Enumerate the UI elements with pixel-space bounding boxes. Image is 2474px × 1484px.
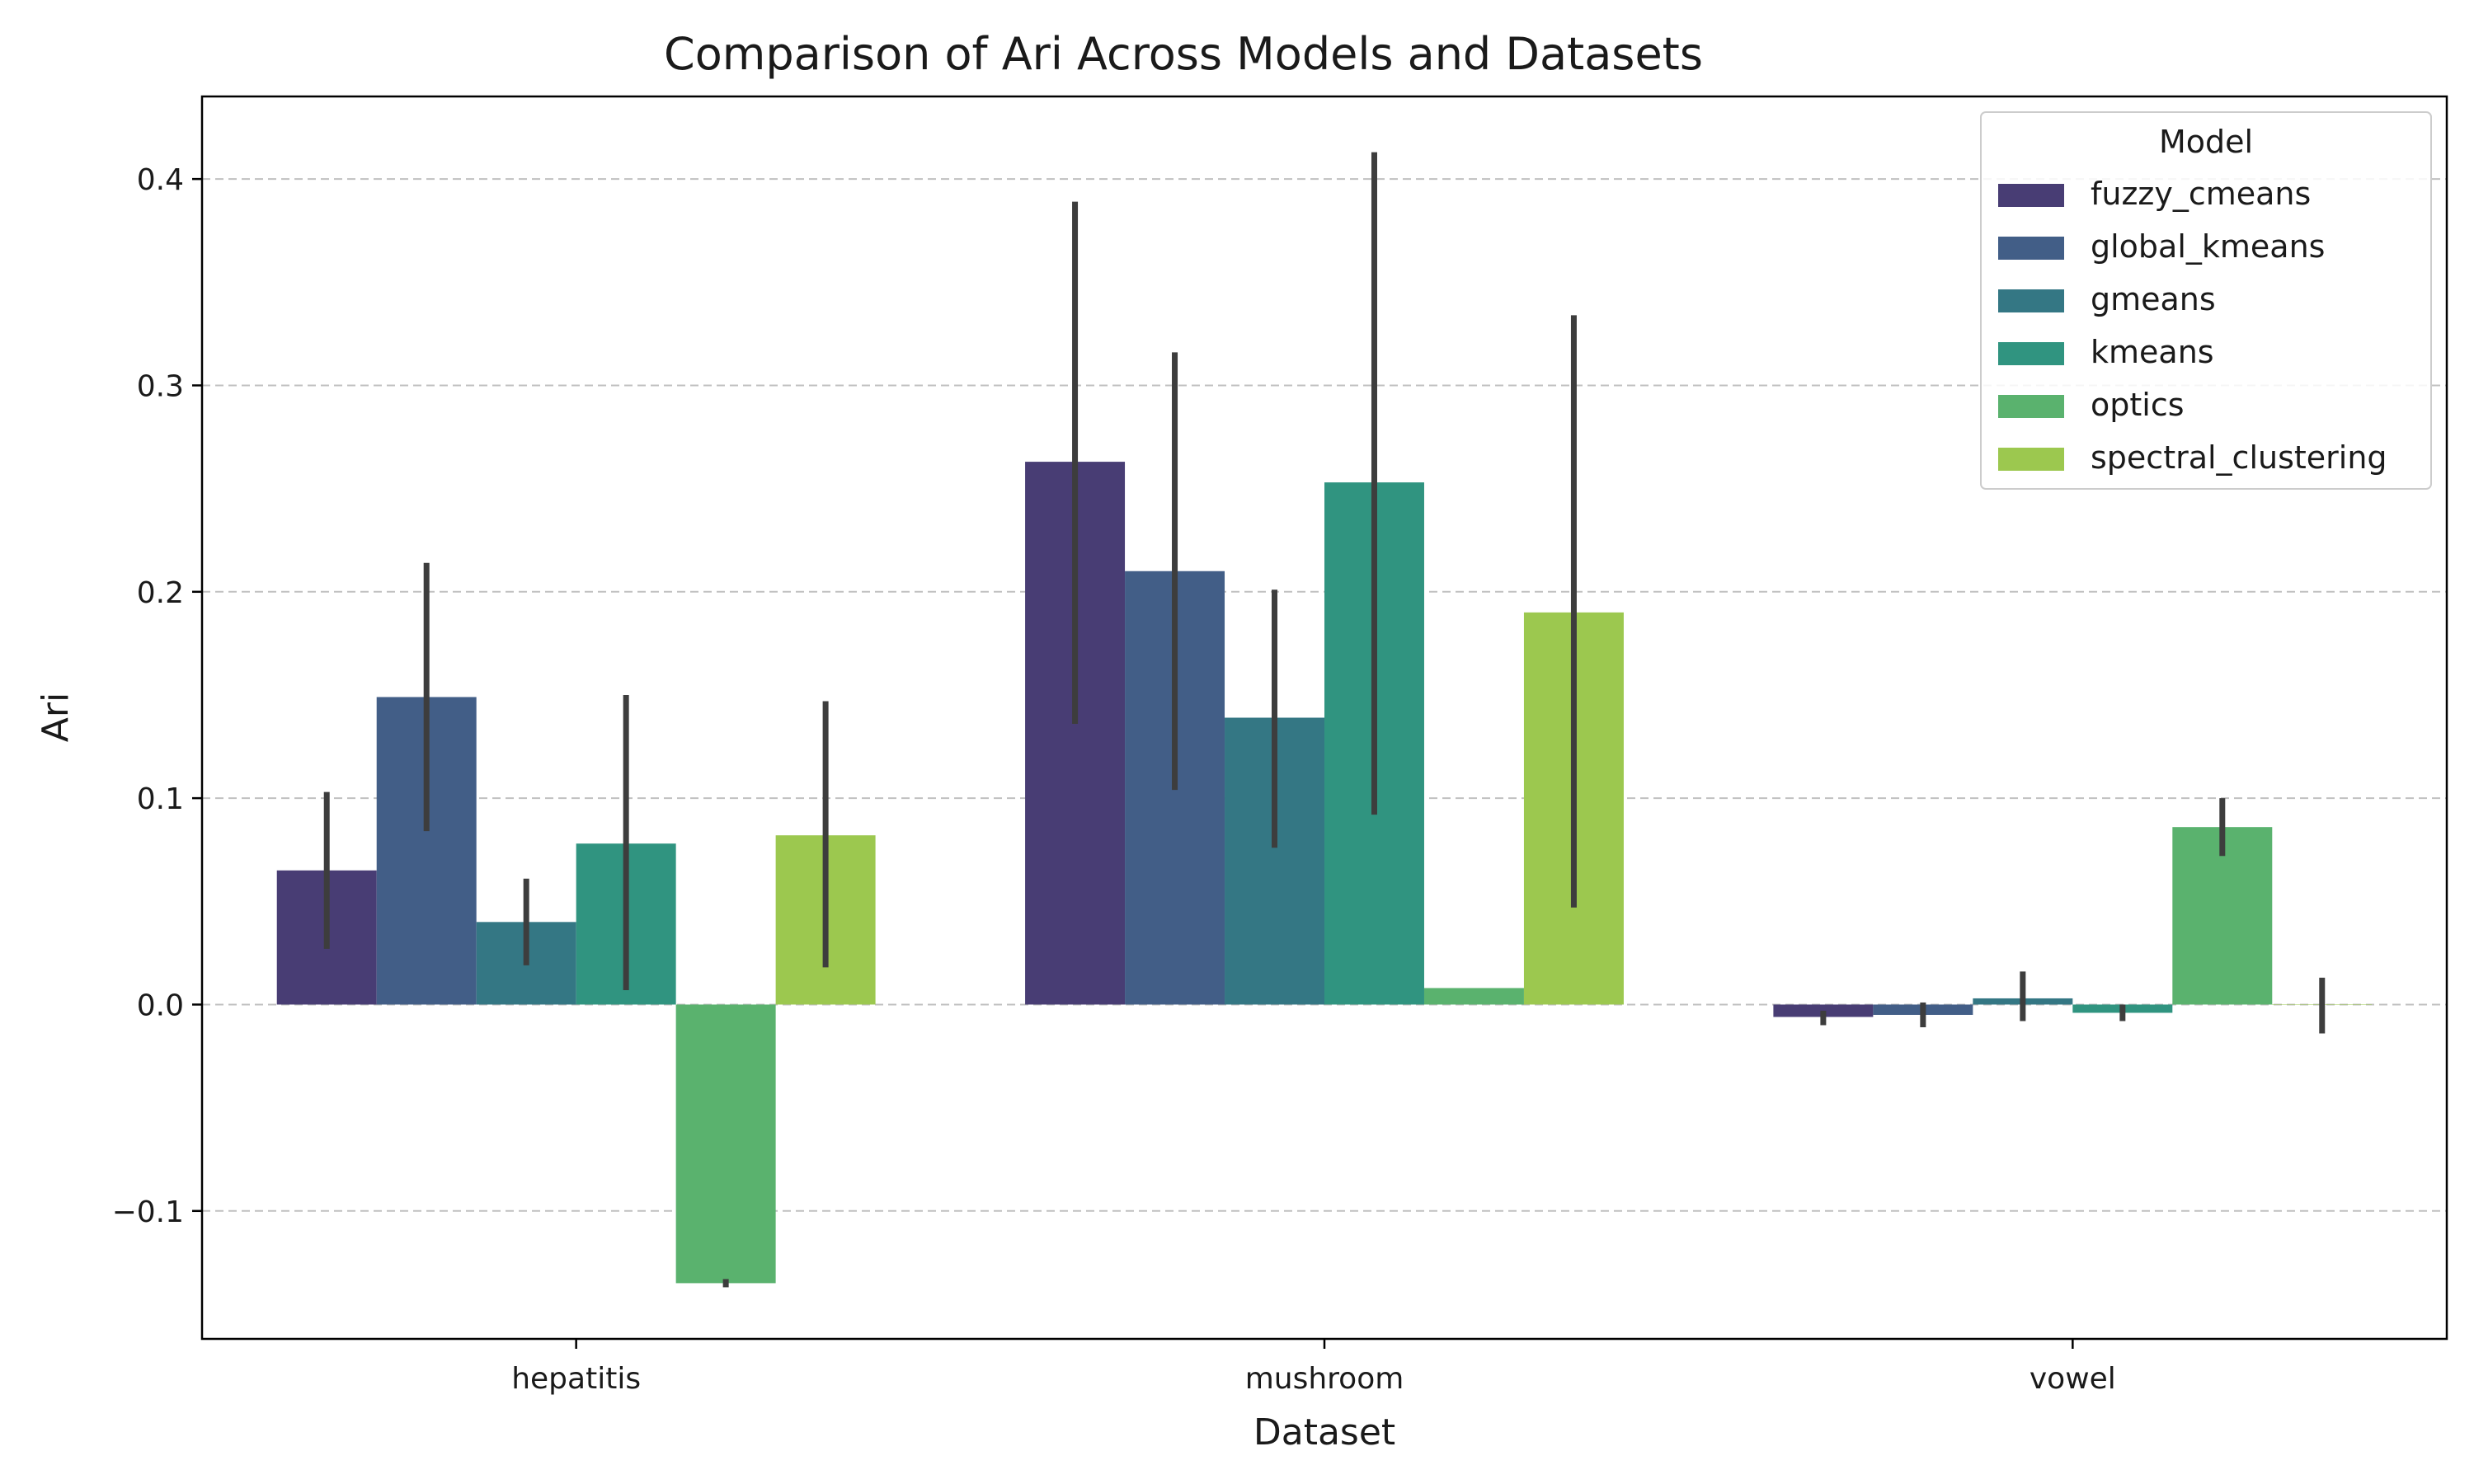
bar <box>675 1004 776 1284</box>
legend-swatch <box>1998 184 2064 207</box>
bar <box>1773 1004 1874 1017</box>
y-axis-label: Ari <box>35 693 77 742</box>
legend-swatch <box>1998 448 2064 471</box>
bar <box>2172 827 2273 1005</box>
y-tick-label: 0.3 <box>137 369 184 403</box>
x-axis-ticks: hepatitis mushroom vowel <box>511 1339 2116 1396</box>
x-tick-label: hepatitis <box>511 1362 641 1396</box>
legend-frame <box>1980 111 2432 490</box>
legend-label: optics <box>2091 387 2185 423</box>
legend-label: spectral_clustering <box>2091 439 2387 476</box>
y-tick-label: 0.0 <box>137 989 184 1022</box>
y-axis-ticks: −0.1 0.0 0.1 0.2 0.3 0.4 <box>112 163 202 1229</box>
error-bars <box>323 152 2326 1288</box>
legend-swatch <box>1998 289 2064 312</box>
y-tick-label: 0.4 <box>137 163 184 197</box>
bar <box>1423 988 1524 1005</box>
legend-label: gmeans <box>2091 281 2216 317</box>
legend-swatch <box>1998 342 2064 365</box>
x-tick-label: mushroom <box>1245 1362 1404 1396</box>
legend-swatch <box>1998 237 2064 260</box>
legend-swatch <box>1998 395 2064 418</box>
y-tick-label: 0.1 <box>137 782 184 816</box>
x-axis-label: Dataset <box>1253 1411 1395 1453</box>
legend-label: global_kmeans <box>2091 228 2325 265</box>
y-tick-label: −0.1 <box>112 1195 184 1229</box>
y-tick-label: 0.2 <box>137 576 184 610</box>
legend-title: Model <box>2159 124 2253 160</box>
chart-title: Comparison of Ari Across Models and Data… <box>664 28 1703 80</box>
legend-label: fuzzy_cmeans <box>2091 176 2311 212</box>
legend-label: kmeans <box>2091 334 2214 370</box>
x-tick-label: vowel <box>2030 1362 2116 1396</box>
